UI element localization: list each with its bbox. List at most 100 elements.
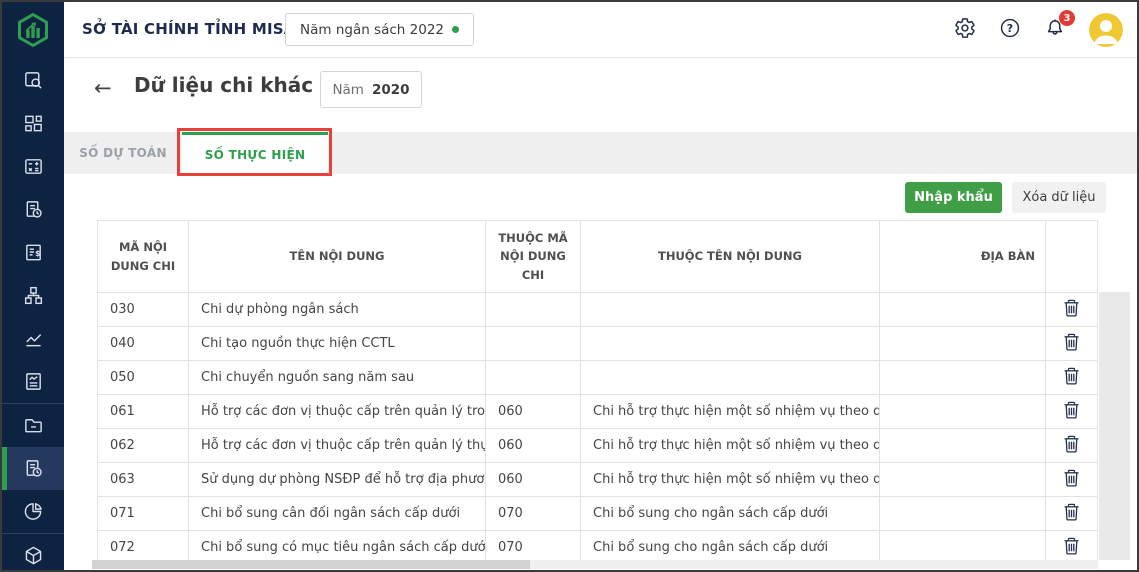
org-title: SỞ TÀI CHÍNH TỈNH MISA (82, 20, 296, 38)
col-header-thuoc-ma-noi-dung-chi: THUỘC MÃ NỘI DUNG CHI (485, 220, 581, 293)
import-button[interactable]: Nhập khẩu (905, 182, 1002, 213)
cell-parent-name (580, 360, 880, 395)
cell-parent-code (485, 326, 581, 361)
sidebar-divider (2, 533, 64, 534)
notifications-button[interactable]: 3 (1044, 10, 1075, 43)
avatar[interactable] (1089, 13, 1123, 47)
delete-row-button[interactable] (1063, 503, 1080, 525)
trash-icon (1063, 469, 1080, 491)
misa-hexagon-logo[interactable] (2, 2, 64, 59)
cell-name: Hỗ trợ các đơn vị thuộc cấp trên quản lý… (188, 428, 486, 463)
cell-name: Sử dụng dự phòng NSĐP để hỗ trợ địa phươ… (188, 462, 486, 497)
sidebar-item-document-clock[interactable] (2, 188, 64, 231)
cell-parent-name: Chi hỗ trợ thực hiện một số nhiệm vụ the… (580, 394, 880, 429)
sidebar-item-report[interactable] (2, 360, 64, 403)
cell-parent-code: 060 (485, 462, 581, 497)
sidebar-item-pie-chart[interactable] (2, 490, 64, 533)
help-icon: ? (999, 17, 1021, 43)
invoice-dollar-icon: $ (23, 242, 44, 263)
search-file-icon (23, 70, 44, 91)
main-content: ← Dữ liệu chi khác Năm 2020 SỐ DỰ TOÁN S… (64, 58, 1137, 570)
cell-parent-code: 070 (485, 496, 581, 531)
topbar: SỞ TÀI CHÍNH TỈNH MISA Năm ngân sách 202… (64, 2, 1137, 58)
col-header-actions (1045, 220, 1098, 293)
sidebar-item-dashboard[interactable] (2, 102, 64, 145)
cell-parent-name: Chi hỗ trợ thực hiện một số nhiệm vụ the… (580, 462, 880, 497)
cell-area (879, 292, 1046, 327)
trash-icon (1063, 367, 1080, 389)
delete-row-button[interactable] (1063, 435, 1080, 457)
bell-icon (1044, 17, 1066, 43)
delete-row-button[interactable] (1063, 299, 1080, 321)
cell-code: 030 (97, 292, 189, 327)
table-row: 061 Hỗ trợ các đơn vị thuộc cấp trên quả… (97, 394, 1098, 429)
delete-data-button[interactable]: Xóa dữ liệu (1012, 182, 1106, 213)
delete-row-button[interactable] (1063, 401, 1080, 423)
table-row: 040 Chi tạo nguồn thực hiện CCTL (97, 326, 1098, 361)
col-header-ten-noi-dung: TÊN NỘI DUNG (188, 220, 486, 293)
cell-parent-name: Chi bổ sung cho ngân sách cấp dưới (580, 496, 880, 531)
trash-icon (1063, 299, 1080, 321)
cell-parent-code: 060 (485, 428, 581, 463)
cell-area (879, 360, 1046, 395)
sidebar-item-line-chart[interactable] (2, 317, 64, 360)
back-button[interactable]: ← (94, 76, 112, 100)
table-row: 062 Hỗ trợ các đơn vị thuộc cấp trên quả… (97, 428, 1098, 463)
pie-chart-icon (23, 501, 44, 522)
notification-badge: 3 (1059, 10, 1075, 26)
table-row: 050 Chi chuyển nguồn sang năm sau (97, 360, 1098, 395)
budget-year-button[interactable]: Năm ngân sách 2022 (285, 13, 474, 46)
settings-button[interactable] (954, 17, 976, 43)
sidebar-item-invoice[interactable]: $ (2, 231, 64, 274)
sidebar-item-cube[interactable] (2, 534, 64, 570)
sidebar-item-document-history-active[interactable] (2, 447, 64, 490)
cell-parent-code (485, 360, 581, 395)
cell-name: Hỗ trợ các đơn vị thuộc cấp trên quản lý… (188, 394, 486, 429)
document-history-icon (23, 458, 44, 479)
line-chart-icon (23, 328, 44, 349)
cell-code: 071 (97, 496, 189, 531)
cell-name: Chi dự phòng ngân sách (188, 292, 486, 327)
sidebar: $ (2, 2, 64, 570)
cell-area (879, 326, 1046, 361)
cell-parent-name: Chi hỗ trợ thực hiện một số nhiệm vụ the… (580, 428, 880, 463)
trash-icon (1063, 333, 1080, 355)
sidebar-item-hierarchy[interactable] (2, 274, 64, 317)
cell-name: Chi tạo nguồn thực hiện CCTL (188, 326, 486, 361)
horizontal-scrollbar-track[interactable] (92, 560, 1098, 569)
gear-icon (954, 17, 976, 43)
tab-so-thuc-hien[interactable]: SỐ THỰC HIỆN (182, 132, 328, 174)
hierarchy-icon (23, 285, 44, 306)
tab-so-du-toan[interactable]: SỐ DỰ TOÁN (79, 146, 167, 160)
cell-parent-code (485, 292, 581, 327)
svg-text:$: $ (35, 248, 41, 258)
year-selector[interactable]: Năm 2020 (320, 71, 422, 108)
trash-icon (1063, 435, 1080, 457)
cell-area (879, 394, 1046, 429)
calculator-icon (23, 156, 44, 177)
delete-row-button[interactable] (1063, 469, 1080, 491)
table-row: 072 Chi bổ sung có mục tiêu ngân sách cấ… (97, 530, 1098, 565)
cell-code: 040 (97, 326, 189, 361)
table-header-row: MÃ NỘI DUNG CHI TÊN NỘI DUNG THUỘC MÃ NỘ… (97, 220, 1098, 293)
cell-parent-name (580, 292, 880, 327)
tab-bar: SỐ DỰ TOÁN SỐ THỰC HIỆN (64, 132, 1137, 174)
table-row: 030 Chi dự phòng ngân sách (97, 292, 1098, 327)
delete-row-button[interactable] (1063, 537, 1080, 559)
sidebar-item-search[interactable] (2, 59, 64, 102)
horizontal-scrollbar-thumb[interactable] (92, 560, 530, 569)
status-dot-icon (452, 26, 459, 33)
delete-row-button[interactable] (1063, 367, 1080, 389)
cell-name: Chi chuyển nguồn sang năm sau (188, 360, 486, 395)
dashboard-icon (23, 113, 44, 134)
cell-area (879, 462, 1046, 497)
col-header-dia-ban: ĐỊA BÀN (879, 220, 1046, 293)
delete-row-button[interactable] (1063, 333, 1080, 355)
data-table: MÃ NỘI DUNG CHI TÊN NỘI DUNG THUỘC MÃ NỘ… (97, 220, 1098, 565)
help-button[interactable]: ? (999, 17, 1021, 43)
cell-name: Chi bổ sung có mục tiêu ngân sách cấp dư… (188, 530, 486, 565)
sidebar-item-folder[interactable] (2, 404, 64, 447)
vertical-scrollbar-track[interactable] (1099, 292, 1130, 560)
sidebar-item-calculator[interactable] (2, 145, 64, 188)
